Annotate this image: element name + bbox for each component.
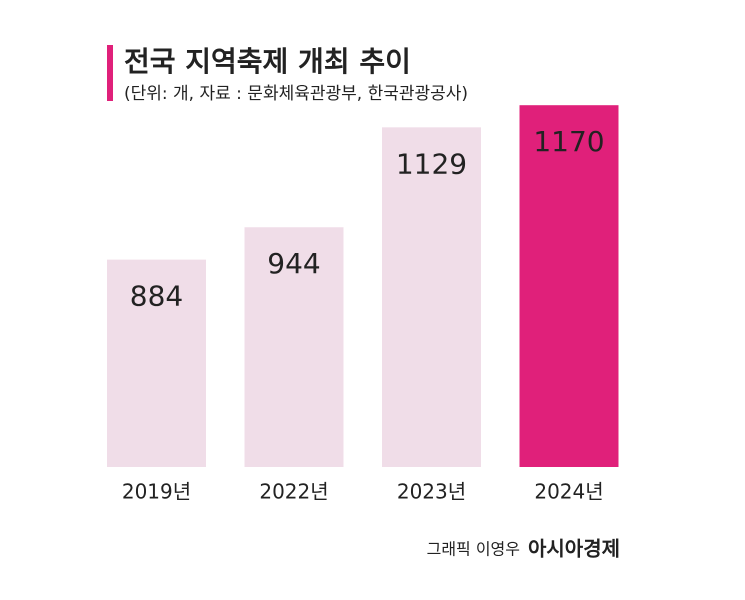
chart-title: 전국 지역축제 개최 추이 [124, 45, 411, 78]
credit: 그래픽 이영우 [427, 540, 520, 559]
x-tick-label: 2023년 [397, 480, 466, 504]
brand: 아시아경제 [528, 537, 620, 561]
bar [107, 259, 206, 467]
value-label: 1129 [396, 147, 467, 180]
value-label: 944 [267, 247, 320, 280]
x-tick-label: 2019년 [122, 480, 191, 504]
x-tick-label: 2024년 [534, 480, 603, 504]
value-label: 1170 [533, 125, 604, 158]
bar [244, 227, 344, 467]
bar [382, 127, 481, 467]
value-label: 884 [130, 280, 183, 313]
chart-subtitle: (단위: 개, 자료 : 문화체육관광부, 한국관광공사) [124, 84, 468, 104]
title-accent [107, 45, 113, 101]
bar [519, 105, 619, 467]
x-tick-label: 2022년 [259, 480, 328, 504]
